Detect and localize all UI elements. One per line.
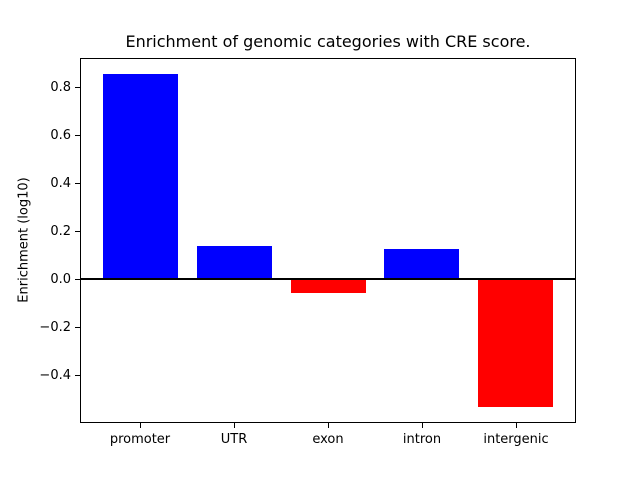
bar-intergenic: [478, 279, 553, 407]
x-tick-label: intron: [402, 432, 442, 447]
y-tick-label: −0.2: [39, 320, 71, 335]
x-tick-label: promoter: [109, 432, 171, 447]
x-tick-mark: [422, 423, 423, 428]
y-tick-label: 0.0: [50, 272, 71, 287]
y-tick-label: −0.4: [39, 368, 71, 383]
y-tick-mark: [75, 279, 80, 280]
x-tick-label: intergenic: [483, 432, 549, 447]
x-tick-label: exon: [312, 432, 344, 447]
y-tick-mark: [75, 183, 80, 184]
x-tick-mark: [516, 423, 517, 428]
y-tick-label: 0.4: [50, 176, 71, 191]
plot-area: [80, 58, 576, 423]
x-tick-label: UTR: [220, 432, 248, 447]
y-tick-label: 0.6: [50, 128, 71, 143]
y-tick-mark: [75, 87, 80, 88]
x-tick-mark: [328, 423, 329, 428]
bar-exon: [291, 279, 366, 293]
chart-title: Enrichment of genomic categories with CR…: [125, 32, 531, 51]
bar-UTR: [197, 246, 272, 279]
y-tick-label: 0.2: [50, 224, 71, 239]
y-tick-mark: [75, 135, 80, 136]
y-tick-mark: [75, 231, 80, 232]
y-tick-mark: [75, 327, 80, 328]
bar-intron: [384, 249, 459, 279]
y-tick-mark: [75, 375, 80, 376]
x-tick-mark: [140, 423, 141, 428]
zero-line: [80, 278, 576, 280]
x-tick-mark: [234, 423, 235, 428]
bar-promoter: [103, 74, 178, 279]
y-tick-label: 0.8: [50, 80, 71, 95]
